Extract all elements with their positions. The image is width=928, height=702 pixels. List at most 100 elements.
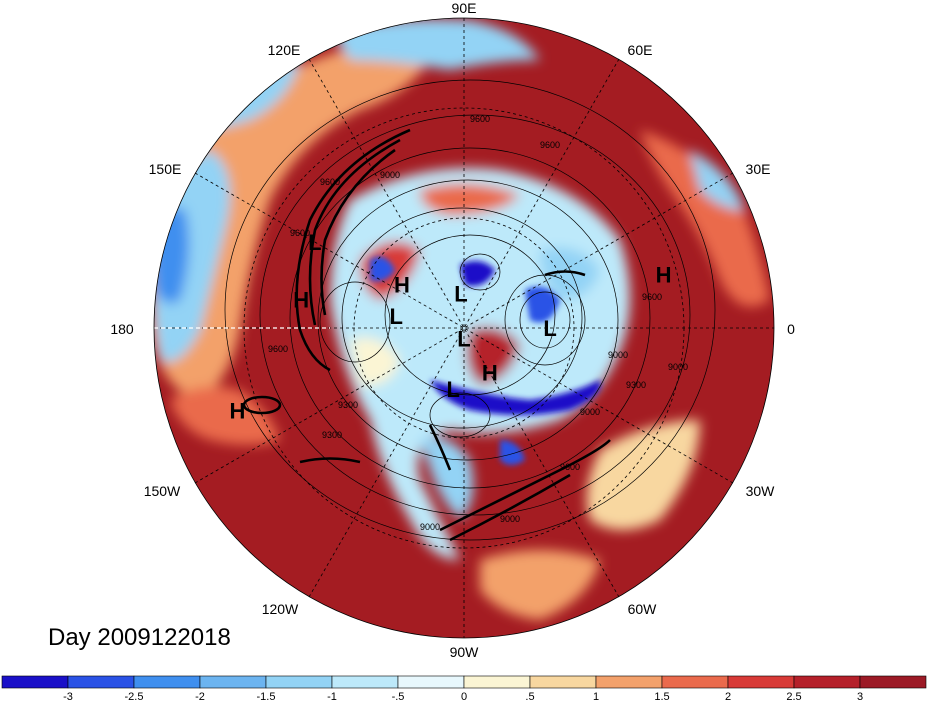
cold-streak-south xyxy=(430,380,601,415)
contour-label: 9000 xyxy=(580,407,600,417)
jet-streak-west xyxy=(320,148,396,316)
jet-streak-southeast xyxy=(449,473,571,542)
colorbar-tick-label: .5 xyxy=(525,691,534,702)
jet-streak-southwest xyxy=(299,457,361,464)
high-pressure-center: H xyxy=(482,361,498,386)
contour-line xyxy=(384,234,556,396)
cold-spot-east xyxy=(525,286,560,323)
contour-line xyxy=(519,291,571,349)
contour-label: 9000 xyxy=(500,514,520,524)
graticule xyxy=(154,18,774,638)
contour-line xyxy=(259,114,691,516)
warm-pocket-3 xyxy=(420,183,520,215)
meridian xyxy=(194,172,734,484)
colorbar-tick-label: 1.5 xyxy=(654,691,669,702)
cool-pocket-2 xyxy=(420,437,474,520)
contour-line xyxy=(319,281,391,363)
colorbar-swatch xyxy=(661,675,729,689)
contour-label: 9000 xyxy=(608,350,628,360)
contour-label: 9000 xyxy=(380,170,400,180)
contour-label: 9300 xyxy=(626,380,646,390)
colorbar-tick-label: -2.5 xyxy=(125,691,144,702)
colorbar-tick-label: -.5 xyxy=(392,691,405,702)
jet-streak-southwest xyxy=(242,395,282,415)
lon-label-180: 180 xyxy=(110,321,134,337)
geopotential-contours xyxy=(224,79,716,541)
colorbar-swatch xyxy=(727,675,795,689)
high-pressure-center: H xyxy=(229,399,245,424)
colorbar-tick-label: 3 xyxy=(857,691,863,702)
low-pressure-center: L xyxy=(457,326,470,351)
lon-label-150w: 150W xyxy=(144,483,181,499)
lon-label-30e: 30E xyxy=(746,161,771,177)
jet-streak-west xyxy=(295,128,411,372)
longitude-labels: 90E 120E 60E 150E 30E 180 0 150W 30W 120… xyxy=(110,0,795,660)
low-pressure-center: L xyxy=(308,230,321,255)
meridian xyxy=(308,58,620,598)
meridian xyxy=(308,58,620,598)
contour-label: 9300 xyxy=(322,430,342,440)
colorbar-swatch xyxy=(265,675,333,689)
map-boundary xyxy=(153,17,775,639)
low-pressure-center: L xyxy=(389,304,402,329)
high-pressure-center: H xyxy=(293,287,309,312)
lon-label-60w: 60W xyxy=(628,601,658,617)
colorbar-swatch xyxy=(793,675,861,689)
figure-title: Day 2009122018 xyxy=(48,624,231,651)
colorbar-swatch xyxy=(67,675,135,689)
contour-line xyxy=(341,207,583,429)
colorbar-tick-label: -2 xyxy=(195,691,205,702)
colorbar-swatch xyxy=(199,675,267,689)
contour-line xyxy=(317,179,619,461)
cold-spot-west xyxy=(370,256,395,282)
lon-label-120e: 120E xyxy=(268,42,301,58)
cold-spot-south xyxy=(500,440,525,465)
colorbar-tick-label: 1 xyxy=(593,691,599,702)
high-pressure-center: H xyxy=(394,273,410,298)
contour-label-group: 9600 9600 9300 9300 9000 9000 9600 9600 … xyxy=(268,114,688,532)
cool-patch-northeast xyxy=(690,150,745,210)
warm-patch-south xyxy=(480,550,600,620)
contour-line xyxy=(289,147,651,489)
colorbar-swatch xyxy=(133,675,201,689)
low-pressure-center: L xyxy=(446,377,459,402)
colorbar-tick-label: -1.5 xyxy=(257,691,276,702)
colorbar-tick-label: -1 xyxy=(327,691,337,702)
colorbar-tick-label: 2.5 xyxy=(786,691,801,702)
warm-patch-east xyxy=(640,130,770,307)
neutral-pocket xyxy=(350,337,400,386)
lon-label-0: 0 xyxy=(787,321,795,337)
neutral-patch-southeast xyxy=(586,420,700,530)
colorbar-swatch xyxy=(463,675,531,689)
cool-patch-north xyxy=(330,18,540,70)
contour-label: 9600 xyxy=(540,140,560,150)
contour-label: 9600 xyxy=(470,114,490,124)
lon-label-90e: 90E xyxy=(452,0,477,16)
contour-label: 9600 xyxy=(560,462,580,472)
jet-streak-west xyxy=(308,138,401,326)
contour-line xyxy=(224,79,716,541)
low-pressure-center: L xyxy=(543,316,556,341)
lon-label-30w: 30W xyxy=(746,483,776,499)
jet-streak-east xyxy=(544,270,586,277)
lon-label-120w: 120W xyxy=(262,601,299,617)
warm-pocket-2 xyxy=(466,327,520,385)
contour-line xyxy=(429,392,491,438)
contour-label: 9600 xyxy=(290,228,310,238)
colorbar-tick-label: 0 xyxy=(461,691,467,702)
contour-label: 9000 xyxy=(420,522,440,532)
cool-pocket-1 xyxy=(540,247,600,300)
colorbar: -3 -2.5 -2 -1.5 -1 -.5 0 .5 1 1.5 2 2.5 3 xyxy=(1,675,927,702)
jet-streaks xyxy=(242,128,611,542)
lon-label-90w: 90W xyxy=(450,644,480,660)
colorbar-swatch xyxy=(397,675,465,689)
lon-label-150e: 150E xyxy=(149,161,182,177)
colorbar-tick-label: -3 xyxy=(63,691,73,702)
colorbar-swatch xyxy=(859,675,927,689)
contour-label: 9600 xyxy=(268,344,288,354)
contour-label: 9600 xyxy=(642,292,662,302)
cold-spot-center xyxy=(460,261,495,286)
jet-streak-south xyxy=(428,424,452,471)
